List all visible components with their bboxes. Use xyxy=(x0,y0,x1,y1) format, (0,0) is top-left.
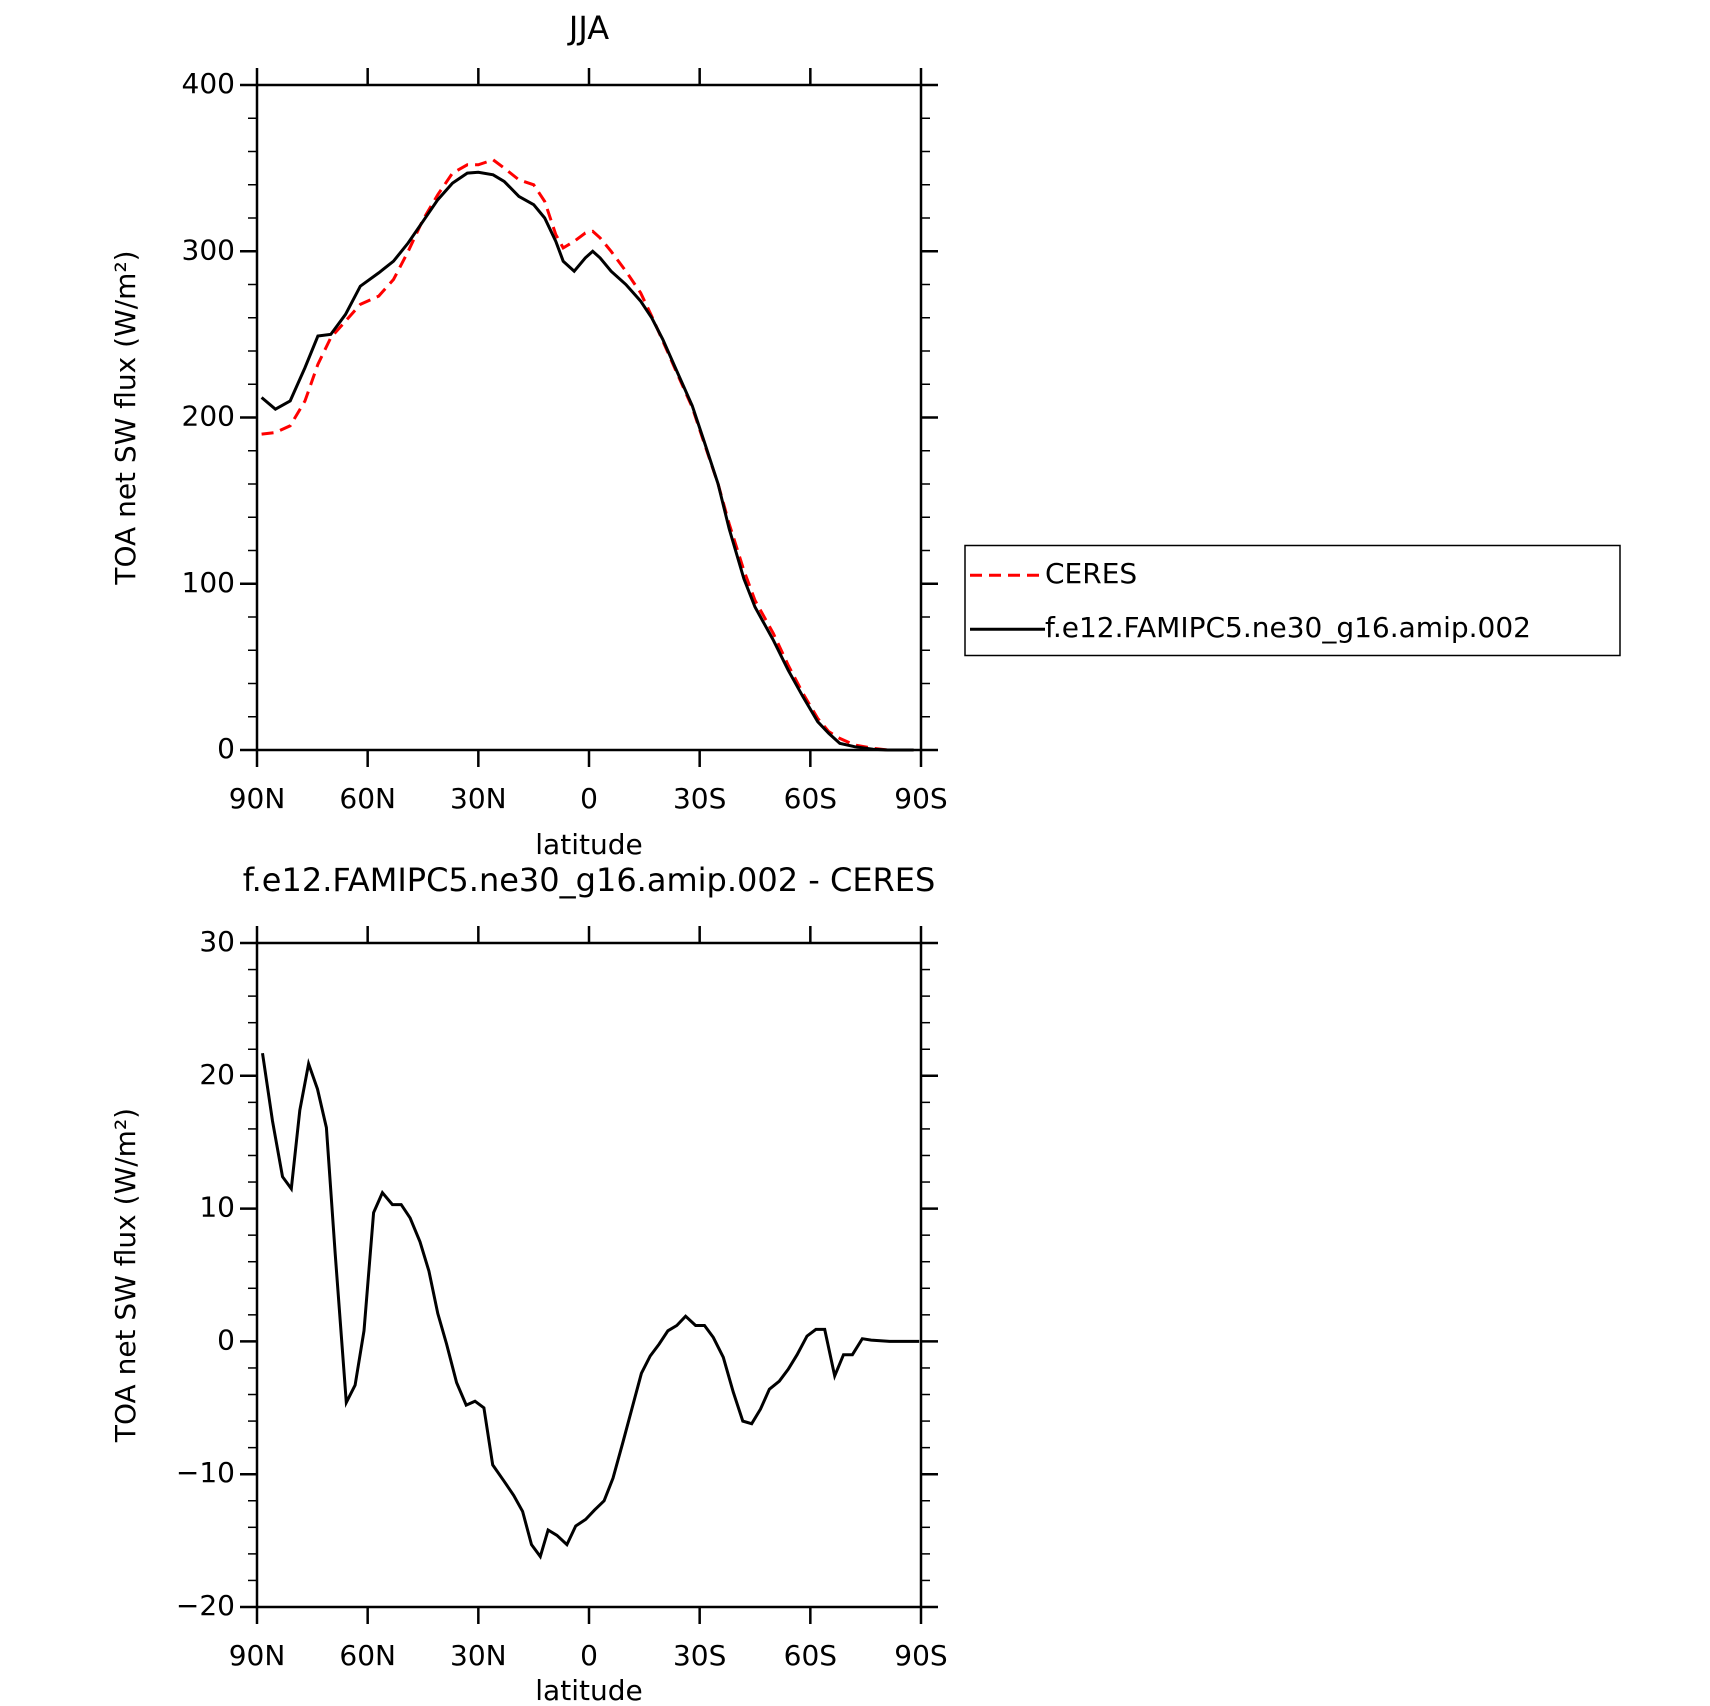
y-tick-label: 10 xyxy=(199,1191,235,1224)
y-tick-label: 300 xyxy=(182,233,235,266)
x-tick-label: 0 xyxy=(580,1639,598,1672)
legend-label: f.e12.FAMIPC5.ne30_g16.amip.002 xyxy=(1045,611,1531,644)
y-tick-label: 0 xyxy=(217,1323,235,1356)
y-tick-label: 200 xyxy=(182,400,235,433)
x-tick-label: 30S xyxy=(673,782,726,815)
chart-title: JJA xyxy=(567,9,609,47)
x-tick-label: 90S xyxy=(894,1639,947,1672)
y-axis-title: TOA net SW flux (W/m²) xyxy=(109,250,142,585)
y-tick-label: 20 xyxy=(199,1058,235,1091)
y-tick-label: 100 xyxy=(182,566,235,599)
x-tick-label: 30S xyxy=(673,1639,726,1672)
y-tick-label: 30 xyxy=(199,925,235,958)
y-axis-title: TOA net SW flux (W/m²) xyxy=(109,1108,142,1443)
x-axis-title: latitude xyxy=(535,828,642,861)
chart-title: f.e12.FAMIPC5.ne30_g16.amip.002 - CERES xyxy=(243,861,936,899)
data-line xyxy=(261,158,914,752)
x-tick-label: 60S xyxy=(784,782,837,815)
y-tick-label: 400 xyxy=(182,67,235,100)
x-tick-label: 60S xyxy=(784,1639,837,1672)
x-tick-label: 90N xyxy=(229,1639,286,1672)
x-tick-label: 30N xyxy=(450,1639,507,1672)
x-tick-label: 60N xyxy=(339,1639,396,1672)
legend-label: CERES xyxy=(1045,557,1137,590)
x-tick-label: 0 xyxy=(580,782,598,815)
y-tick-label: 0 xyxy=(217,732,235,765)
y-tick-label: −20 xyxy=(176,1589,235,1622)
data-line xyxy=(261,1052,920,1560)
plot-frame xyxy=(255,941,923,1609)
y-tick-label: −10 xyxy=(176,1456,235,1489)
x-tick-label: 90N xyxy=(229,782,286,815)
x-axis-title: latitude xyxy=(535,1674,642,1706)
plot-frame xyxy=(255,83,923,752)
legend-box xyxy=(964,544,1621,657)
x-tick-label: 30N xyxy=(450,782,507,815)
x-tick-label: 60N xyxy=(339,782,396,815)
legend: CERES f.e12.FAMIPC5.ne30_g16.amip.002 xyxy=(964,544,1621,657)
data-line xyxy=(260,170,914,752)
x-tick-label: 90S xyxy=(894,782,947,815)
